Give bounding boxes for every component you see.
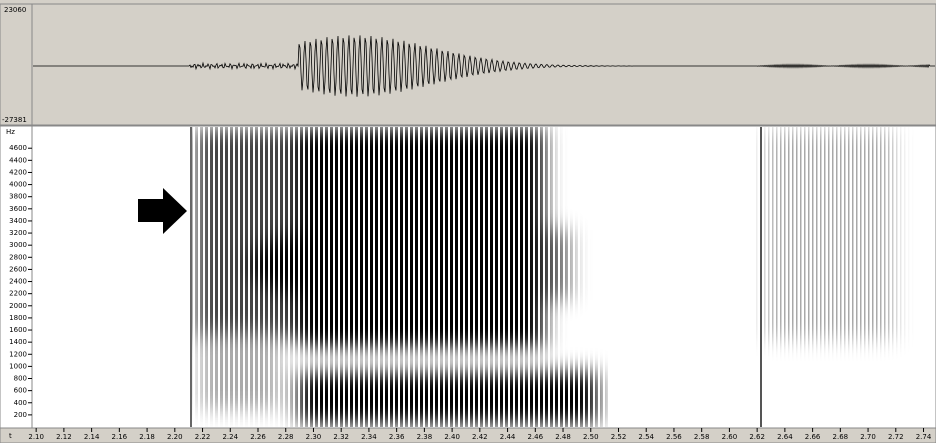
x-tick-label: 2.66 [805, 433, 821, 441]
x-tick-label: 2.42 [472, 433, 488, 441]
x-tick-label: 2.58 [694, 433, 710, 441]
y-tick-label: 2600 [9, 265, 27, 273]
y-tick-label: 2000 [9, 302, 27, 310]
x-axis-label: t [9, 432, 12, 440]
x-tick-label: 2.74 [916, 433, 932, 441]
waveform-gutter [0, 3, 33, 126]
x-tick-label: 2.12 [56, 433, 72, 441]
y-tick-label: 600 [14, 387, 27, 395]
waveform-trace [33, 35, 935, 97]
x-tick-label: 2.22 [195, 433, 211, 441]
x-tick-label: 2.64 [777, 433, 793, 441]
x-tick-label: 2.36 [389, 433, 405, 441]
x-tick-label: 2.20 [167, 433, 183, 441]
y-tick-label: 3200 [9, 229, 27, 237]
y-tick-label: 200 [14, 411, 27, 419]
y-tick-label: 1800 [9, 314, 27, 322]
spectrogram-energy [755, 127, 925, 427]
y-tick-label: 2200 [9, 290, 27, 298]
x-tick-label: 2.38 [417, 433, 433, 441]
x-tick-label: 2.48 [555, 433, 571, 441]
x-tick-label: 2.56 [666, 433, 682, 441]
y-tick-label: 1200 [9, 350, 27, 358]
x-tick-label: 2.44 [500, 433, 516, 441]
x-tick-label: 2.60 [722, 433, 738, 441]
x-tick-label: 2.14 [84, 433, 100, 441]
y-tick-label: 1000 [9, 362, 27, 370]
x-tick-label: 2.10 [28, 433, 44, 441]
y-tick-label: 4600 [9, 144, 27, 152]
waveform-panel [31, 3, 936, 126]
x-tick-label: 2.40 [444, 433, 460, 441]
x-tick-label: 2.18 [139, 433, 155, 441]
x-tick-label: 2.52 [611, 433, 627, 441]
y-tick-label: 1600 [9, 326, 27, 334]
y-tick-label: 2800 [9, 253, 27, 261]
y-tick-label: 2400 [9, 278, 27, 286]
x-tick-label: 2.24 [222, 433, 238, 441]
y-tick-label: 1400 [9, 338, 27, 346]
arrow [138, 188, 187, 234]
x-tick-label: 2.30 [306, 433, 322, 441]
amplitude-min: -27381 [2, 116, 27, 124]
x-tick-label: 2.32 [333, 433, 349, 441]
y-tick-label: 3800 [9, 193, 27, 201]
spectrogram-energy [190, 127, 610, 427]
x-tick-label: 2.26 [250, 433, 266, 441]
x-tick-label: 2.28 [278, 433, 294, 441]
x-tick-label: 2.68 [833, 433, 849, 441]
x-tick-label: 2.54 [638, 433, 654, 441]
amplitude-max: 23060 [4, 6, 26, 14]
y-tick-label: 3000 [9, 241, 27, 249]
waveform [33, 35, 935, 97]
y-tick-label: 400 [14, 399, 27, 407]
x-tick-label: 2.46 [528, 433, 544, 441]
y-axis-label: Hz [6, 128, 15, 136]
y-tick-label: 800 [14, 375, 27, 383]
y-tick-label: 3400 [9, 217, 27, 225]
spectrogram-image [190, 127, 925, 427]
x-tick-label: 2.70 [860, 433, 876, 441]
x-tick-label: 2.50 [583, 433, 599, 441]
axes: 200 400 600 800 1000 1200 1400 1600 1800 2000 2200… [9, 144, 932, 441]
y-tick-label: 4200 [9, 168, 27, 176]
x-tick-label: 2.72 [888, 433, 904, 441]
x-tick-label: 2.62 [749, 433, 765, 441]
y-tick-label: 4000 [9, 181, 27, 189]
y-tick-label: 4400 [9, 156, 27, 164]
x-tick-label: 2.16 [112, 433, 128, 441]
x-tick-label: 2.34 [361, 433, 377, 441]
y-tick-label: 3600 [9, 205, 27, 213]
